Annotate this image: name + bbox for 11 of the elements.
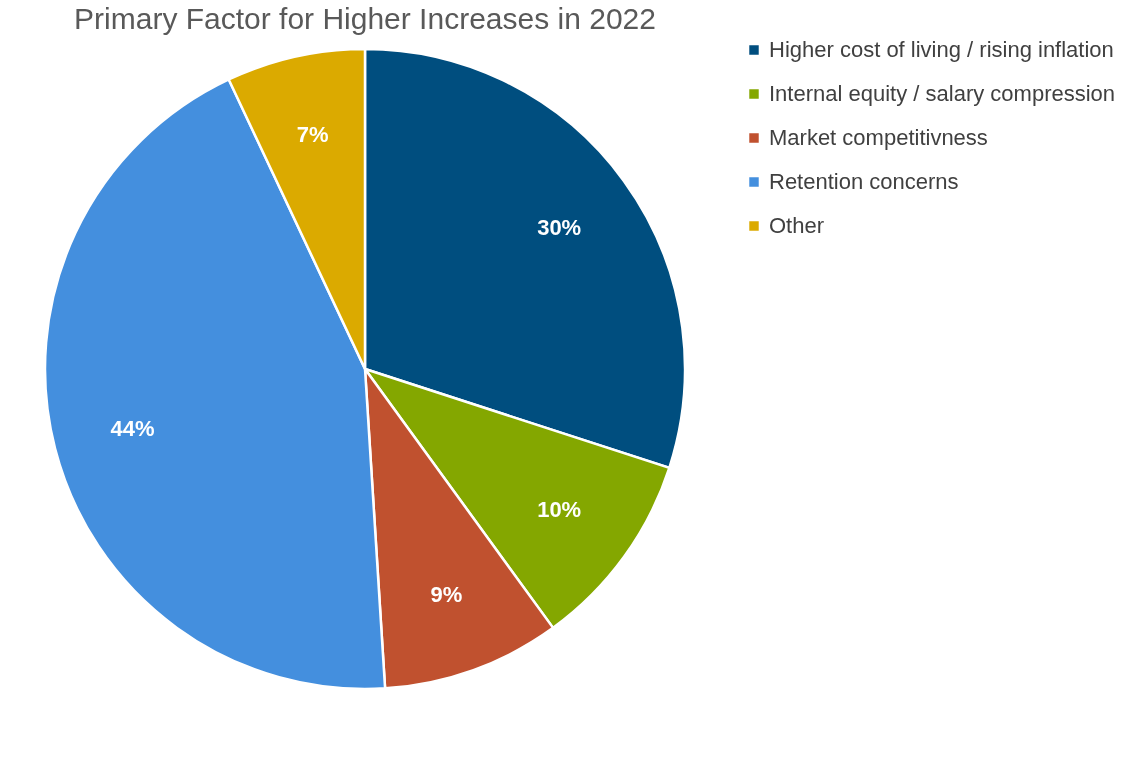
data-label: 10% [537,497,582,523]
data-label: 9% [430,581,463,607]
data-label: 44% [110,415,155,441]
legend-label: Other [769,213,825,238]
data-label: 7% [296,121,329,147]
legend-label: Higher cost of living / rising inflation [769,37,1114,62]
legend-label: Internal equity / salary compression [769,81,1116,106]
legend-label: Market competitivness [769,125,988,150]
chart-title: Primary Factor for Higher Increases in 2022 [74,2,656,35]
legend-label: Retention concerns [769,169,959,194]
data-label: 30% [537,214,582,240]
